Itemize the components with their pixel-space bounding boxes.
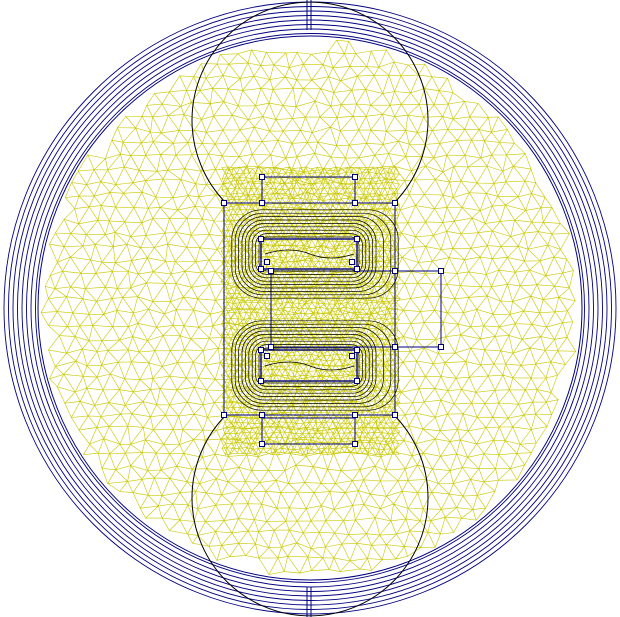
flux-lines (231, 209, 399, 411)
node-marker (259, 200, 265, 206)
node-marker (438, 268, 444, 274)
node-marker (258, 347, 264, 353)
node-marker (392, 412, 398, 418)
boundary-ring (35, 33, 585, 583)
boundary-ring (26, 24, 594, 592)
upper-flux-loop (258, 236, 360, 272)
node-marker (258, 236, 264, 242)
node-marker (352, 441, 358, 447)
node-marker (392, 268, 398, 274)
node-marker (259, 412, 265, 418)
boundary-ring (17, 15, 603, 601)
node-marker (258, 266, 264, 272)
node-marker (392, 344, 398, 350)
upper-coil-window (260, 238, 358, 270)
boundary-ring (30, 28, 590, 588)
upper-flux-loop (245, 223, 373, 285)
open-boundary-rings (3, 1, 617, 615)
upper-flux-loop (251, 229, 367, 279)
node-marker (352, 200, 358, 206)
boundary-ring (12, 10, 608, 606)
node-marker (221, 200, 227, 206)
node-marker (259, 441, 265, 447)
upper-pole-block (261, 176, 356, 204)
lower-flux-loop (258, 347, 360, 384)
node-marker (268, 344, 274, 350)
node-marker (264, 259, 270, 265)
node-marker (354, 347, 360, 353)
node-marker (438, 344, 444, 350)
boundary-ring (8, 6, 612, 610)
upper-flux-loop (241, 219, 377, 289)
lower-flux-loop (245, 334, 373, 397)
node-marker (354, 378, 360, 384)
upper-flux-loop (231, 209, 399, 299)
lower-window-contour (264, 361, 355, 371)
node-marker (352, 412, 358, 418)
upper-flux-loop (238, 216, 384, 292)
lower-pole-block (261, 417, 356, 445)
upper-flux-loop (255, 233, 363, 275)
node-marker (264, 353, 270, 359)
model-geometry (191, 0, 442, 617)
node-marker (259, 174, 265, 180)
upper-air-region-arc (191, 1, 429, 204)
lower-flux-loop (234, 323, 392, 408)
node-marker (354, 236, 360, 242)
node-marker (354, 266, 360, 272)
upper-window-contour (264, 249, 355, 259)
boundary-ring (21, 19, 599, 597)
lower-air-region-arc (191, 414, 429, 617)
upper-flux-loop (248, 226, 370, 282)
node-markers (221, 174, 444, 447)
lower-flux-loop (238, 327, 384, 404)
lower-coil-window (260, 349, 358, 382)
node-marker (221, 412, 227, 418)
lower-flux-loop (251, 340, 367, 391)
lower-flux-loop (231, 320, 399, 411)
lower-flux-loop (248, 337, 370, 394)
node-marker (349, 353, 355, 359)
node-marker (349, 259, 355, 265)
lower-flux-loop (241, 330, 377, 401)
node-marker (352, 174, 358, 180)
lower-flux-loop (255, 344, 363, 387)
inner-boundary-circle (37, 35, 583, 581)
node-marker (268, 268, 274, 274)
node-marker (392, 200, 398, 206)
upper-flux-loop (234, 212, 392, 296)
node-marker (258, 378, 264, 384)
